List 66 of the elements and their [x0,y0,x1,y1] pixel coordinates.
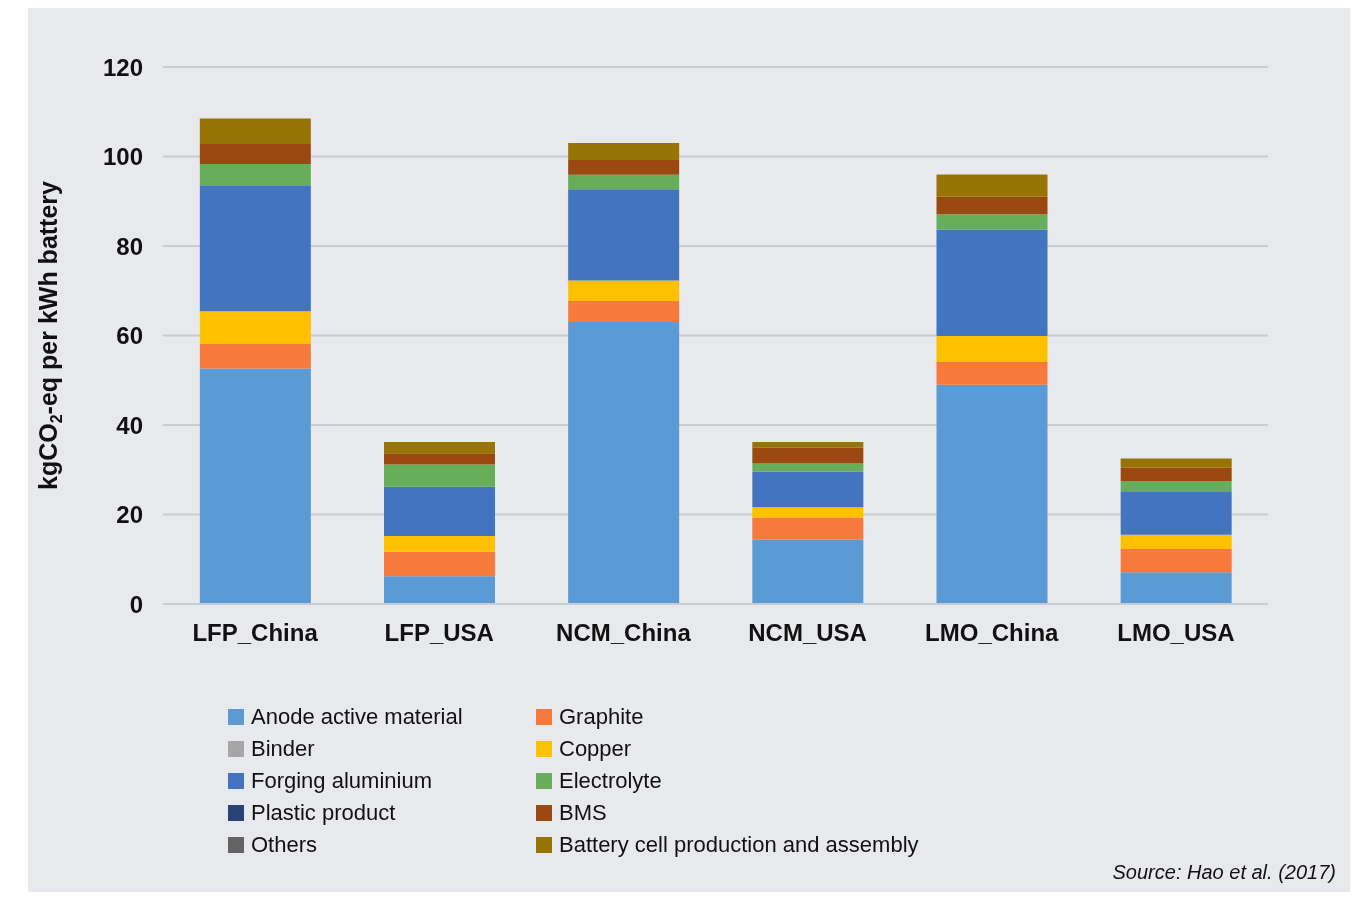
bar [568,322,680,604]
y-tick-label: 80 [116,232,143,260]
y-tick-label: 100 [102,143,143,171]
bar [199,118,311,144]
bar [1120,491,1232,535]
bar [1120,458,1232,468]
bar [936,196,1048,215]
bar [384,551,495,577]
bar [1120,572,1232,604]
legend-label: Plastic product [251,800,396,826]
y-tick-label: 0 [129,590,143,618]
legend-label: Forging aluminium [251,768,432,794]
legend-label: Anode active material [251,704,463,730]
x-tick-label: LMO_China [925,619,1060,647]
x-tick-label: LFP_USA [384,619,494,647]
bar [936,174,1048,197]
bar [568,301,680,323]
bar [752,518,864,540]
bar [384,464,495,487]
bar [568,160,680,175]
bar [384,576,495,604]
bar [1120,467,1232,481]
x-tick-label: NCM_China [556,619,692,647]
legend-label: Others [251,832,318,858]
bar [936,229,1048,336]
legend-label: Binder [251,736,315,762]
bar [1120,534,1232,549]
bar [936,384,1048,604]
bar [568,280,680,302]
bar [936,361,1048,385]
bar [199,185,311,312]
bar [752,442,864,448]
bar [752,463,864,472]
bar [1120,548,1232,573]
legend-label: Battery cell production and assembly [559,832,919,858]
y-tick-label: 60 [116,322,143,350]
bar [384,453,495,465]
bar [199,368,311,604]
x-tick-label: LFP_China [192,619,319,647]
bar [1120,480,1232,492]
source-note: Source: Hao et al. (2017) [1112,861,1336,884]
bar [199,344,311,369]
legend-label: Electrolyte [559,768,662,794]
bar [384,535,495,552]
y-tick-label: 20 [116,501,143,529]
bar [199,311,311,344]
bar [752,507,864,519]
y-tick-label: 120 [102,53,143,81]
bar [568,174,680,190]
bar [568,189,680,281]
x-tick-label: LMO_USA [1117,619,1235,647]
bar [752,447,864,464]
x-tick-label: NCM_USA [748,619,867,647]
bar [752,471,864,508]
bar [384,486,495,536]
y-tick-label: 40 [116,411,143,439]
legend-label: Copper [559,736,632,762]
bar [752,539,864,604]
legend-label: BMS [559,800,607,826]
bar [936,214,1048,230]
bar [199,164,311,186]
legend-label: Graphite [559,704,644,730]
bar [384,442,495,454]
bar [199,143,311,165]
bar [568,143,680,161]
bar [936,335,1048,362]
